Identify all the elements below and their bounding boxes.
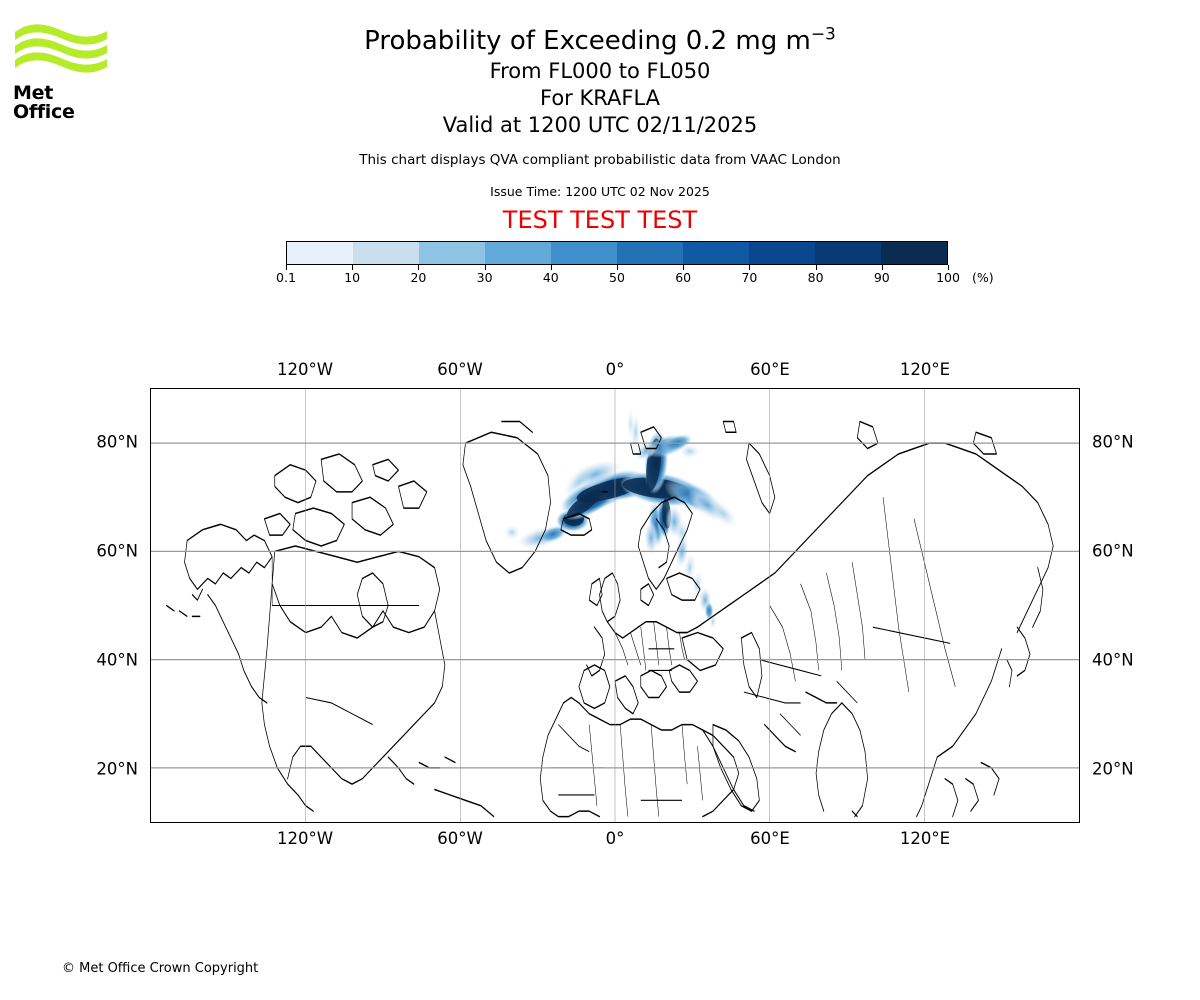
colorbar-band-9: [881, 242, 947, 264]
colorbar-tick-label-100: 100: [936, 270, 960, 285]
met-office-logo-waves: [15, 24, 107, 73]
chart-header: Probability of Exceeding 0.2 mg m−3 From…: [0, 0, 1200, 235]
map-canvas: [151, 389, 1079, 822]
page-title: Probability of Exceeding 0.2 mg m−3: [0, 24, 1200, 58]
page-title-exponent: −3: [810, 24, 836, 45]
lon-tick-label-0°-top: 0°: [605, 360, 625, 379]
colorbar-tick-label-20: 20: [410, 270, 427, 285]
test-banner: TEST TEST TEST: [502, 206, 698, 234]
colorbar-tick-50: [617, 265, 618, 270]
colorbar-band-4: [551, 242, 617, 264]
lon-tick-label-60°E-top: 60°E: [750, 360, 790, 379]
colorbar-band-7: [749, 242, 815, 264]
world-map-plot: [150, 388, 1080, 823]
colorbar-band-0: [287, 242, 353, 264]
colorbar-tick-label-10: 10: [344, 270, 361, 285]
colorbar-tick-80: [815, 265, 817, 270]
colorbar-band-8: [815, 242, 881, 264]
colorbar-tick-0.1: [286, 265, 287, 270]
colorbar-tick-label-90: 90: [873, 270, 890, 285]
lat-tick-label-60°N-right: 60°N: [1092, 541, 1134, 561]
volcano-label: For KRAFLA: [540, 86, 660, 110]
lon-tick-label-60°W-bottom: 60°W: [437, 829, 483, 848]
ash-probability-field: [503, 407, 738, 630]
lon-tick-label-60°W-top: 60°W: [437, 360, 483, 379]
colorbar-band-3: [485, 242, 551, 264]
colorbar-band-2: [419, 242, 485, 264]
map-gridlines: [151, 389, 1079, 822]
probability-colorbar: 0.1 10 20 30 40 50 60 70 80 90 100: [276, 241, 960, 285]
lat-tick-label-40°N-right: 40°N: [1092, 650, 1134, 670]
colorbar-tick-label-80: 80: [807, 270, 824, 285]
colorbar-band-6: [683, 242, 749, 264]
copyright-notice: © Met Office Crown Copyright: [62, 961, 259, 976]
met-office-logo: Met Office: [13, 22, 109, 122]
colorbar-tick-label-50: 50: [609, 270, 625, 285]
colorbar-band-1: [353, 242, 419, 264]
colorbar-tick-label-40: 40: [542, 270, 559, 285]
met-office-logo-text: Met Office: [13, 82, 75, 123]
flight-level-label: From FL000 to FL050: [489, 59, 711, 83]
colorbar-tick-label-30: 30: [476, 270, 493, 285]
page-title-text: Probability of Exceeding 0.2 mg m: [364, 26, 811, 56]
colorbar-tick-60: [683, 265, 685, 270]
colorbar-gradient: [286, 241, 948, 265]
colorbar-tick-70: [749, 265, 751, 270]
colorbar-tick-90: [881, 265, 883, 270]
lon-tick-label-120°E-top: 120°E: [899, 360, 951, 379]
valid-time-label: Valid at 1200 UTC 02/11/2025: [442, 113, 758, 137]
chart-description: This chart displays QVA compliant probab…: [359, 152, 841, 168]
colorbar-tick-40: [550, 265, 552, 270]
country-borders: [271, 497, 956, 817]
lat-tick-label-80°N-left: 80°N: [96, 432, 138, 452]
lat-tick-label-20°N-left: 20°N: [96, 759, 138, 779]
colorbar-tick-10: [352, 265, 354, 270]
colorbar-unit-label: (%): [972, 270, 994, 285]
colorbar-tick-label-60: 60: [675, 270, 692, 285]
colorbar-tick-20: [418, 265, 420, 270]
lat-tick-label-80°N-right: 80°N: [1092, 432, 1134, 452]
colorbar-tick-label-0.1: 0.1: [276, 270, 296, 285]
colorbar-tick-label-70: 70: [741, 270, 758, 285]
lon-tick-label-0°-bottom: 0°: [605, 829, 625, 848]
lon-tick-label-120°E-bottom: 120°E: [899, 829, 951, 848]
colorbar-tick-100: [948, 265, 949, 270]
lat-tick-label-60°N-left: 60°N: [96, 541, 138, 561]
lat-tick-label-40°N-left: 40°N: [96, 650, 138, 670]
lon-tick-label-120°W-top: 120°W: [276, 360, 334, 379]
lon-tick-label-120°W-bottom: 120°W: [276, 829, 334, 848]
colorbar-band-5: [617, 242, 683, 264]
issue-time-label: Issue Time: 1200 UTC 02 Nov 2025: [490, 184, 710, 199]
colorbar-tick-30: [484, 265, 486, 270]
lon-tick-label-60°E-bottom: 60°E: [750, 829, 790, 848]
lat-tick-label-20°N-right: 20°N: [1092, 759, 1134, 779]
